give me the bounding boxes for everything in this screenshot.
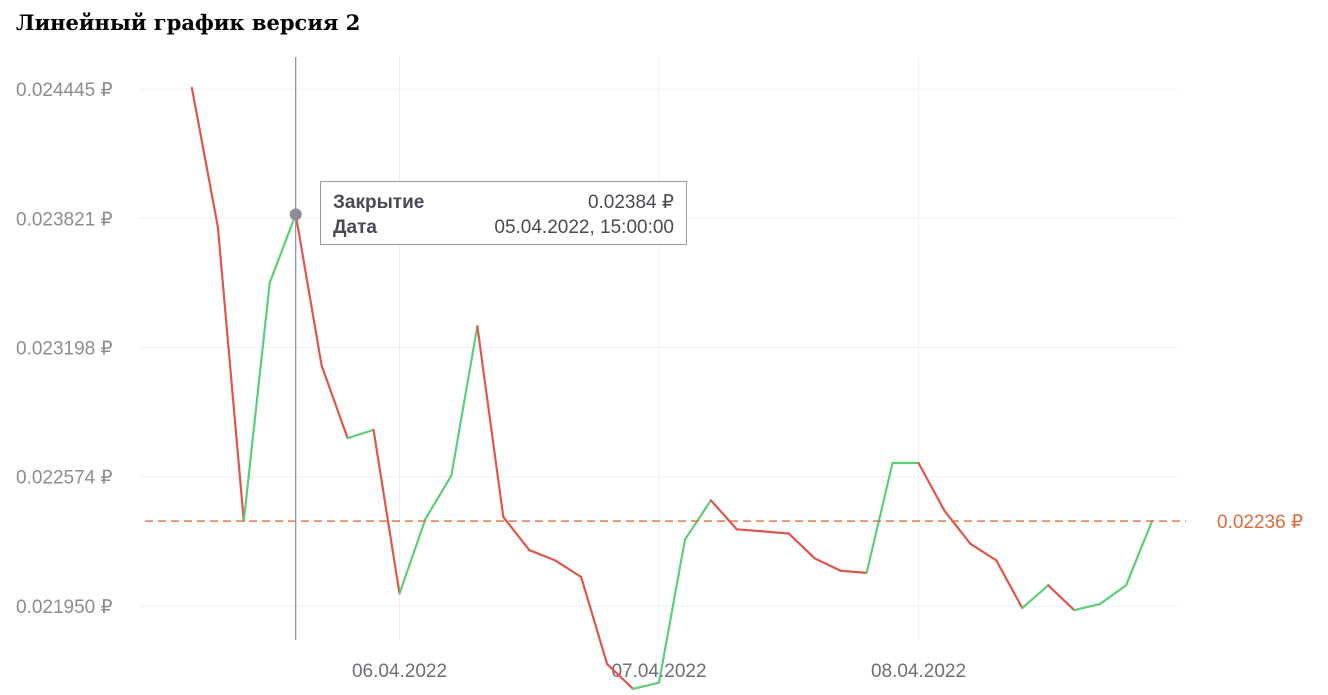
series-segment-down [372, 428, 401, 595]
series-segment-up [631, 681, 661, 690]
series-segment-up [242, 281, 271, 523]
series-segment-down [605, 662, 635, 690]
y-tick-label: 0.022574 ₽ [16, 468, 113, 489]
series-segment-down [294, 213, 323, 367]
series-segment-down [735, 528, 764, 533]
tooltip-date-row: Дата 05.04.2022, 15:00:00 [333, 215, 674, 240]
series-segment-down [813, 557, 842, 572]
series-segment-down [554, 559, 583, 579]
tooltip-close-value: 0.02384 ₽ [587, 192, 674, 213]
series-segment-down [502, 515, 531, 552]
series-segment-up [398, 517, 427, 595]
series-segment-down [969, 542, 998, 562]
tooltip-close-row: Закрытие 0.02384 ₽ [333, 190, 674, 215]
chart-title: Линейный график версия 2 [16, 10, 361, 35]
y-tick-label: 0.021950 ₽ [16, 597, 113, 618]
x-tick-label: 08.04.2022 [871, 661, 966, 682]
tooltip-close-label: Закрытие [333, 192, 425, 213]
y-tick-label: 0.023198 ₽ [16, 338, 113, 359]
series-segment-up [657, 538, 687, 684]
series-segment-up [1099, 584, 1128, 606]
y-tick-label: 0.023821 ₽ [16, 209, 113, 230]
series-segment-up [346, 428, 375, 440]
series-segment-down [943, 509, 972, 545]
series-segment-down [709, 499, 738, 531]
series-segment-up [1124, 519, 1154, 587]
hover-point [289, 208, 302, 221]
series-segment-down [995, 559, 1024, 610]
y-axis: 0.024445 ₽ 0.023821 ₽ 0.023198 ₽ 0.022574 ₽… [16, 80, 113, 618]
series-segment-down [528, 548, 557, 562]
y-tick-label: 0.024445 ₽ [16, 80, 113, 101]
price-series [190, 86, 1154, 690]
tooltip-date-label: Дата [333, 217, 377, 238]
tooltip-date-value: 05.04.2022, 15:00:00 [494, 217, 674, 238]
series-segment-up [1073, 602, 1102, 612]
series-segment-down [190, 86, 219, 228]
series-segment-up [424, 474, 453, 521]
series-segment-up [1021, 584, 1050, 610]
x-axis: 06.04.2022 07.04.2022 08.04.2022 [352, 661, 966, 682]
last-price-label: 0.02236 ₽ [1217, 512, 1303, 533]
series-segment-up [450, 325, 479, 477]
series-segment-up [683, 499, 713, 541]
series-segment-down [476, 325, 505, 518]
series-segment-down [1047, 584, 1076, 612]
x-tick-label: 07.04.2022 [611, 661, 706, 682]
series-segment-down [917, 461, 946, 512]
series-segment-down [839, 569, 868, 574]
tooltip: Закрытие 0.02384 ₽ Дата 05.04.2022, 15:0… [320, 181, 687, 245]
series-segment-down [787, 532, 816, 560]
x-tick-label: 06.04.2022 [352, 661, 447, 682]
series-segment-down [320, 364, 349, 440]
series-segment-down [580, 575, 609, 666]
series-segment-up [268, 213, 297, 284]
series-segment-up [865, 461, 894, 574]
series-segment-down [761, 530, 790, 535]
series-segment-down [216, 225, 245, 523]
